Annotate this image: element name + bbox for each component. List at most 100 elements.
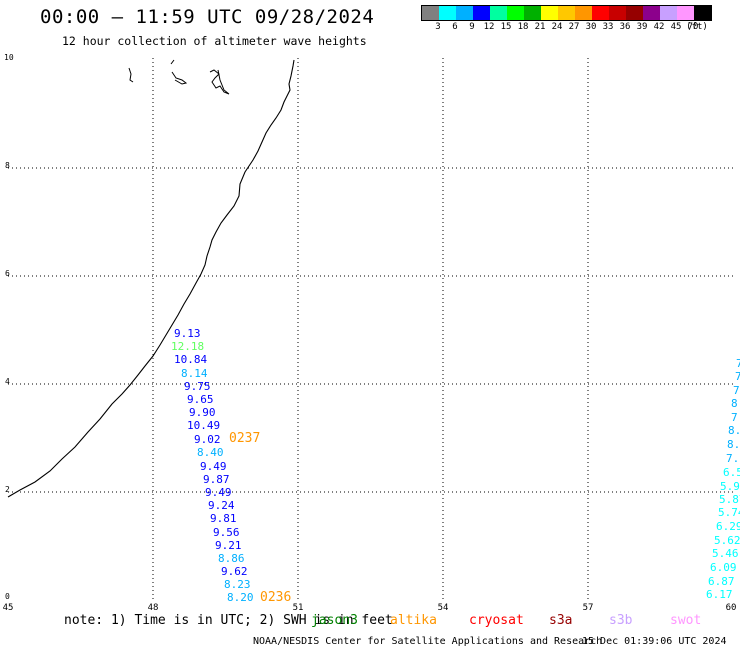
color-scale-swatch [422, 6, 439, 20]
color-scale-swatch [456, 6, 473, 20]
color-scale-swatch [541, 6, 558, 20]
page-title: 00:00 – 11:59 UTC 09/28/2024 [40, 6, 375, 28]
color-scale-label: 12 [483, 22, 495, 32]
wave-height-label: 8.86 [218, 552, 245, 565]
wave-height-label: 10.84 [174, 353, 208, 366]
island [209, 69, 230, 95]
color-scale-label: (ft) [686, 22, 708, 32]
color-scale-swatch [507, 6, 524, 20]
color-scale-swatch [592, 6, 609, 20]
color-scale-label: 33 [602, 22, 614, 32]
wave-height-label: 9.49 [200, 460, 227, 473]
legend-item-s3a: s3a [549, 613, 573, 628]
wave-height-label: 5.46 [712, 547, 739, 560]
x-tick-label: 48 [147, 603, 159, 613]
color-scale-swatch [575, 6, 592, 20]
wave-height-label: 9.90 [189, 406, 216, 419]
wave-height-label: 8.23 [224, 578, 251, 591]
color-scale-swatch [660, 6, 677, 20]
graticule-grid [8, 58, 735, 600]
wave-height-label: 12.18 [171, 340, 205, 353]
y-tick-label: 6 [5, 269, 10, 278]
y-tick-label: 0 [5, 592, 10, 601]
color-scale-label: 45 [670, 22, 682, 32]
wave-height-label: 9.56 [213, 526, 240, 539]
color-scale-label: 42 [653, 22, 665, 32]
wave-height-label: 5.74 [718, 506, 740, 519]
coastline [7, 59, 295, 498]
wave-height-label: 8.4 [727, 438, 740, 451]
wave-height-label: 5.9 [720, 480, 740, 493]
wave-height-label: 8.0 [728, 424, 740, 437]
color-scale-label: 6 [452, 22, 458, 32]
wave-height-label: 9.81 [210, 512, 237, 525]
color-scale-swatch [643, 6, 660, 20]
color-scale-swatch [626, 6, 643, 20]
color-scale-label: 70 [687, 22, 699, 32]
wave-height-label: 9.13 [174, 327, 201, 340]
color-scale-swatch [473, 6, 490, 20]
wave-height-label: 5.62 [714, 534, 740, 547]
wave-height-label: 7 [733, 384, 740, 397]
footnote: note: 1) Time is in UTC; 2) SWH is in fe… [64, 613, 393, 628]
legend-item-jason3: jason3 [311, 613, 358, 628]
color-scale-swatch [439, 6, 456, 20]
y-tick-label: 4 [5, 377, 10, 386]
color-scale-swatch [609, 6, 626, 20]
x-tick-label: 57 [582, 603, 594, 613]
color-scale-label: 9 [469, 22, 475, 32]
wave-height-label: 6.17 [706, 588, 733, 601]
x-tick-label: 54 [437, 603, 449, 613]
wave-height-label: 7 [735, 370, 740, 383]
wave-height-label: 8.14 [181, 367, 208, 380]
color-scale-swatch [524, 6, 541, 20]
wave-height-label: 10.49 [187, 419, 221, 432]
color-scale-label: 21 [534, 22, 546, 32]
island [170, 59, 188, 85]
island [128, 67, 134, 83]
color-scale-label: 18 [517, 22, 529, 32]
wave-height-label: 9.24 [208, 499, 235, 512]
wave-height-label: 9.21 [215, 539, 242, 552]
wave-height-label: 7 [736, 357, 740, 370]
footer-credit: NOAA/NESDIS Center for Satellite Applica… [253, 636, 603, 647]
legend-item-swot: swot [670, 613, 702, 628]
wave-height-label: 8.40 [197, 446, 224, 459]
color-scale-labels: 3 6 9 12 15 18 21 24 27 30 33 36 39 42 45 70 (ft) [421, 22, 740, 34]
wave-height-label: 9.49 [205, 486, 232, 499]
color-scale-swatch [490, 6, 507, 20]
wave-height-label: 6.87 [708, 575, 735, 588]
wave-height-label: 6.5 [723, 466, 740, 479]
wave-height-label: 5.87 [719, 493, 740, 506]
wave-height-label: 6.29 [716, 520, 740, 533]
legend-item-s3b: s3b [609, 613, 633, 628]
x-tick-label: 45 [2, 603, 14, 613]
legend-item-altika: altika [390, 613, 437, 628]
color-scale-label: 3 [435, 22, 441, 32]
color-scale-label: 15 [500, 22, 512, 32]
color-scale-swatch [677, 6, 694, 20]
wave-height-label: 9.75 [184, 380, 211, 393]
wave-height-label: 8 [731, 397, 738, 410]
y-tick-label: 10 [4, 53, 14, 62]
wave-height-label: 7.2 [726, 452, 740, 465]
color-scale-swatch [694, 6, 711, 20]
wave-height-label: 9.62 [221, 565, 248, 578]
color-scale-label: 30 [585, 22, 597, 32]
wave-height-label: 9.02 [194, 433, 221, 446]
footer-timestamp: 15 Dec 01:39:06 UTC 2024 [582, 636, 727, 647]
pass-time-label: 0237 [229, 431, 261, 446]
wave-height-label: 7. [731, 411, 740, 424]
wave-height-label: 9.87 [203, 473, 230, 486]
color-scale-swatch [558, 6, 575, 20]
color-scale-bar [421, 5, 712, 21]
wave-height-label: 8.20 [227, 591, 254, 604]
y-tick-label: 8 [5, 161, 10, 170]
color-scale-label: 36 [619, 22, 631, 32]
wave-height-label: 6.09 [710, 561, 737, 574]
x-tick-label: 60 [725, 603, 737, 613]
page-subtitle: 12 hour collection of altimeter wave hei… [62, 34, 367, 48]
color-scale-label: 24 [551, 22, 563, 32]
legend-item-cryosat: cryosat [469, 613, 524, 628]
